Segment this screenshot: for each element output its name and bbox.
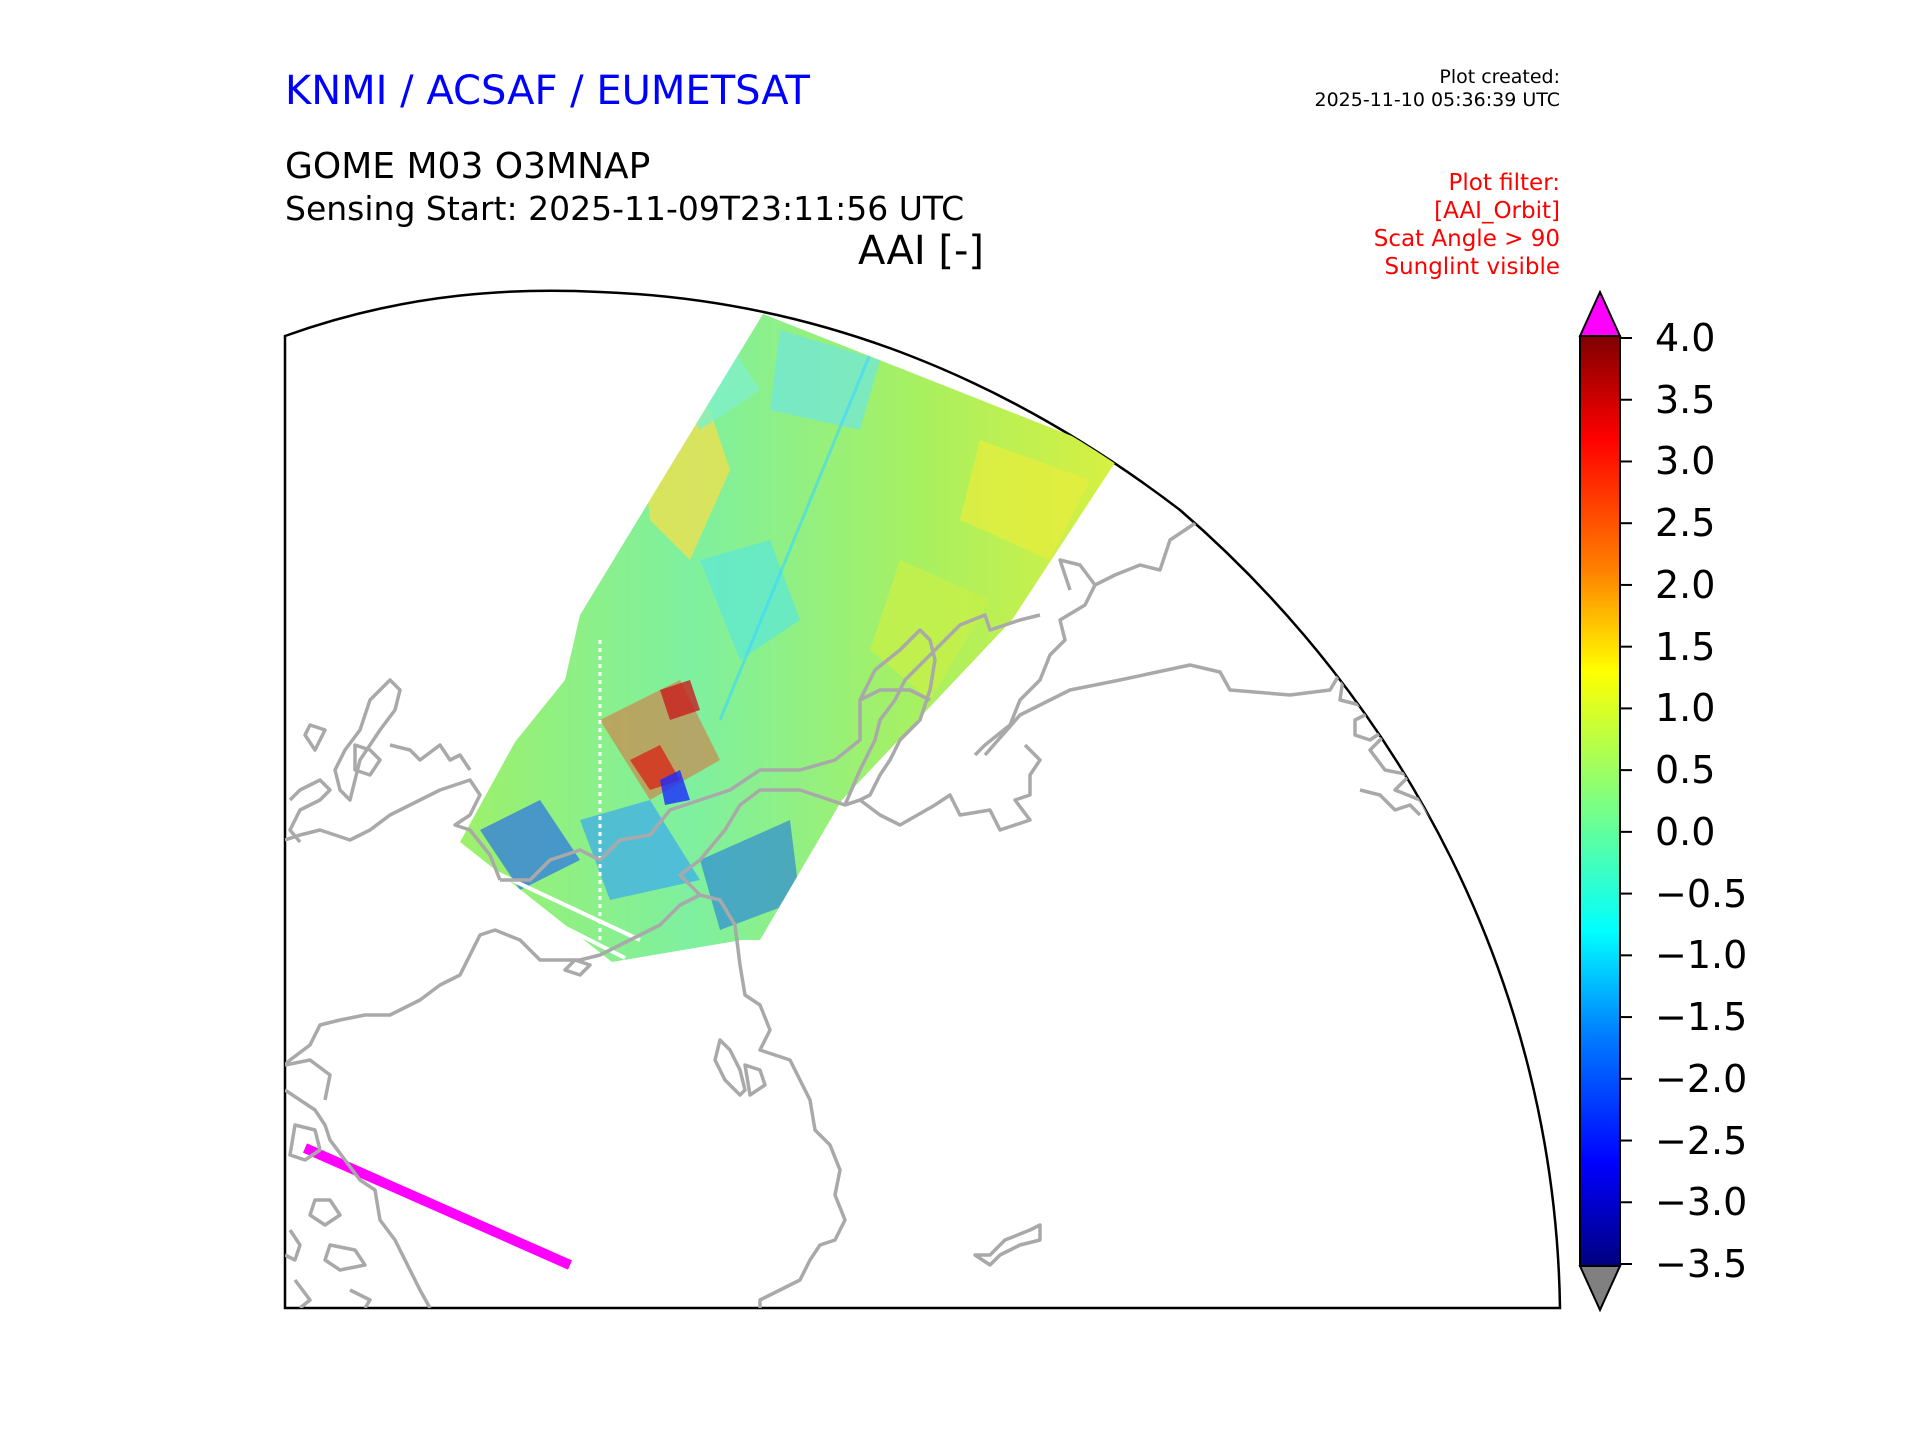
colorbar-tick-label: 2.0 xyxy=(1655,562,1716,607)
colorbar-tick-label: −3.0 xyxy=(1655,1180,1748,1225)
filter-title: Plot filter: xyxy=(1448,170,1560,196)
colorbar-tick-label: −2.0 xyxy=(1655,1056,1748,1101)
aai-swath xyxy=(460,314,1120,962)
colorbar-tick-label: −1.5 xyxy=(1655,995,1748,1040)
product-title: GOME M03 O3MNAP xyxy=(285,146,651,187)
colorbar-tick-label: 0.5 xyxy=(1655,748,1716,793)
colorbar-tick-label: −2.5 xyxy=(1655,1118,1748,1163)
producer-title: KNMI / ACSAF / EUMETSAT xyxy=(285,68,810,114)
filter-item: Sunglint visible xyxy=(1384,254,1560,280)
colorbar-tick-label: 0.0 xyxy=(1655,809,1716,854)
filter-item: Scat Angle > 90 xyxy=(1373,226,1560,252)
map-boundary xyxy=(283,289,1562,1310)
colorbar xyxy=(1578,289,1632,1313)
colorbar-tick-label: −0.5 xyxy=(1655,871,1748,916)
colorbar-tick-label: 3.0 xyxy=(1655,439,1716,484)
colorbar-over-arrow xyxy=(1578,289,1622,337)
colorbar-gradient xyxy=(1579,335,1621,1267)
colorbar-tick-label: 1.5 xyxy=(1655,624,1716,669)
colorbar-under-arrow xyxy=(1578,1265,1622,1313)
colorbar-tick-label: −1.0 xyxy=(1655,933,1748,978)
colorbar-tick-label: 3.5 xyxy=(1655,377,1716,422)
colorbar-tick-label: 4.0 xyxy=(1655,316,1716,360)
plot-created-value: 2025-11-10 05:36:39 UTC xyxy=(1314,89,1561,111)
filter-item: [AAI_Orbit] xyxy=(1434,198,1560,224)
variable-title: AAI [-] xyxy=(858,228,984,274)
plot-created-label: Plot created: xyxy=(1439,66,1560,88)
colorbar-tick-label: −3.5 xyxy=(1655,1242,1748,1286)
sensing-start: Sensing Start: 2025-11-09T23:11:56 UTC xyxy=(285,189,965,228)
colorbar-tick-label: 2.5 xyxy=(1655,501,1716,546)
colorbar-tick-label: 1.0 xyxy=(1655,686,1716,731)
